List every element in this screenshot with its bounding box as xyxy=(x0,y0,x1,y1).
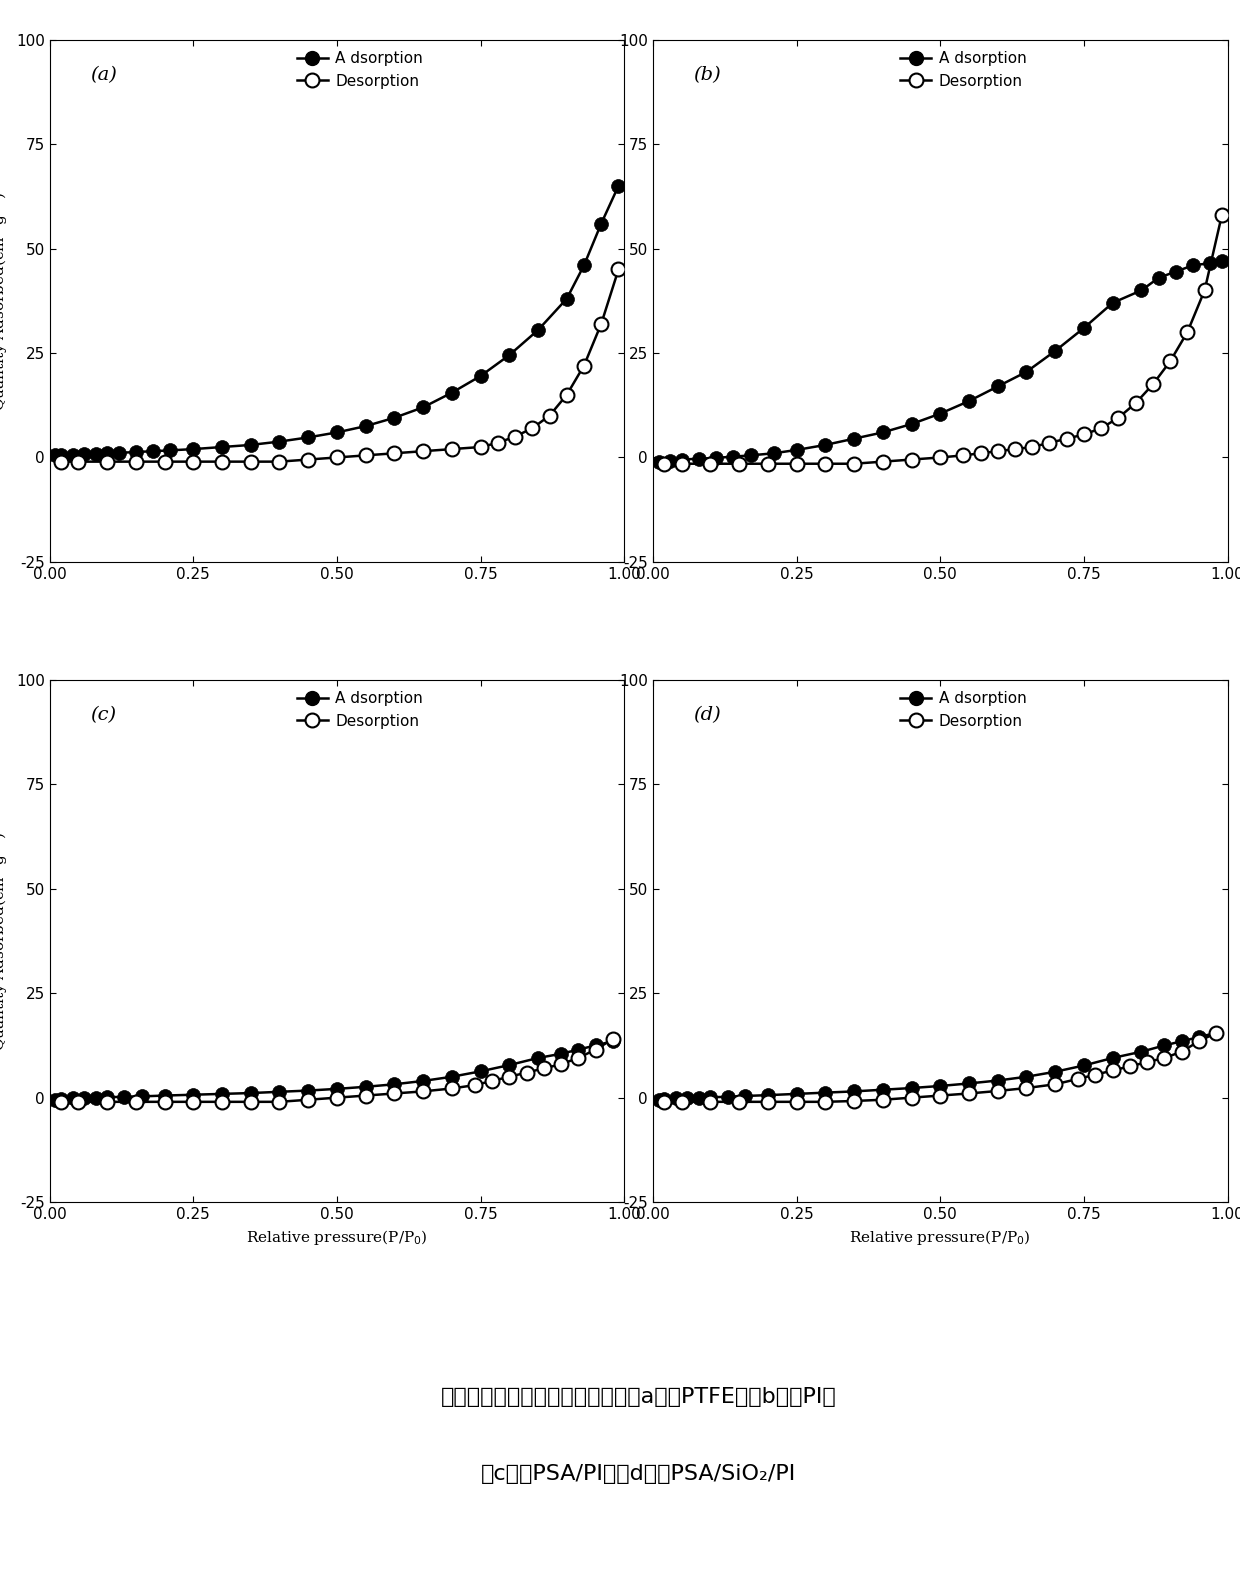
Legend: A dsorption, Desorption: A dsorption, Desorption xyxy=(291,44,429,95)
Text: （c）是PSA/PI、（d）是PSA/SiO₂/PI: （c）是PSA/PI、（d）是PSA/SiO₂/PI xyxy=(481,1463,796,1484)
Text: (b): (b) xyxy=(693,65,720,84)
X-axis label: Relative pressure(P/P$_0$): Relative pressure(P/P$_0$) xyxy=(849,1227,1032,1246)
X-axis label: Relative pressure(P/P$_0$): Relative pressure(P/P$_0$) xyxy=(246,1227,428,1246)
Text: (c): (c) xyxy=(89,706,117,724)
Y-axis label: Quantity Adsorbed(cm$^3$ g$^{-1}$): Quantity Adsorbed(cm$^3$ g$^{-1}$) xyxy=(0,832,10,1051)
Y-axis label: Quantity Adsorbed(cm$^3$ g$^{-1}$): Quantity Adsorbed(cm$^3$ g$^{-1}$) xyxy=(0,190,10,411)
Legend: A dsorption, Desorption: A dsorption, Desorption xyxy=(894,44,1033,95)
Text: (d): (d) xyxy=(693,706,720,724)
Legend: A dsorption, Desorption: A dsorption, Desorption xyxy=(894,686,1033,735)
Text: 四种隔膜对氮气的吸脱附曲线，（a）是PTFE、（b）是PI、: 四种隔膜对氮气的吸脱附曲线，（a）是PTFE、（b）是PI、 xyxy=(440,1387,837,1406)
Text: (a): (a) xyxy=(89,65,117,84)
Legend: A dsorption, Desorption: A dsorption, Desorption xyxy=(291,686,429,735)
